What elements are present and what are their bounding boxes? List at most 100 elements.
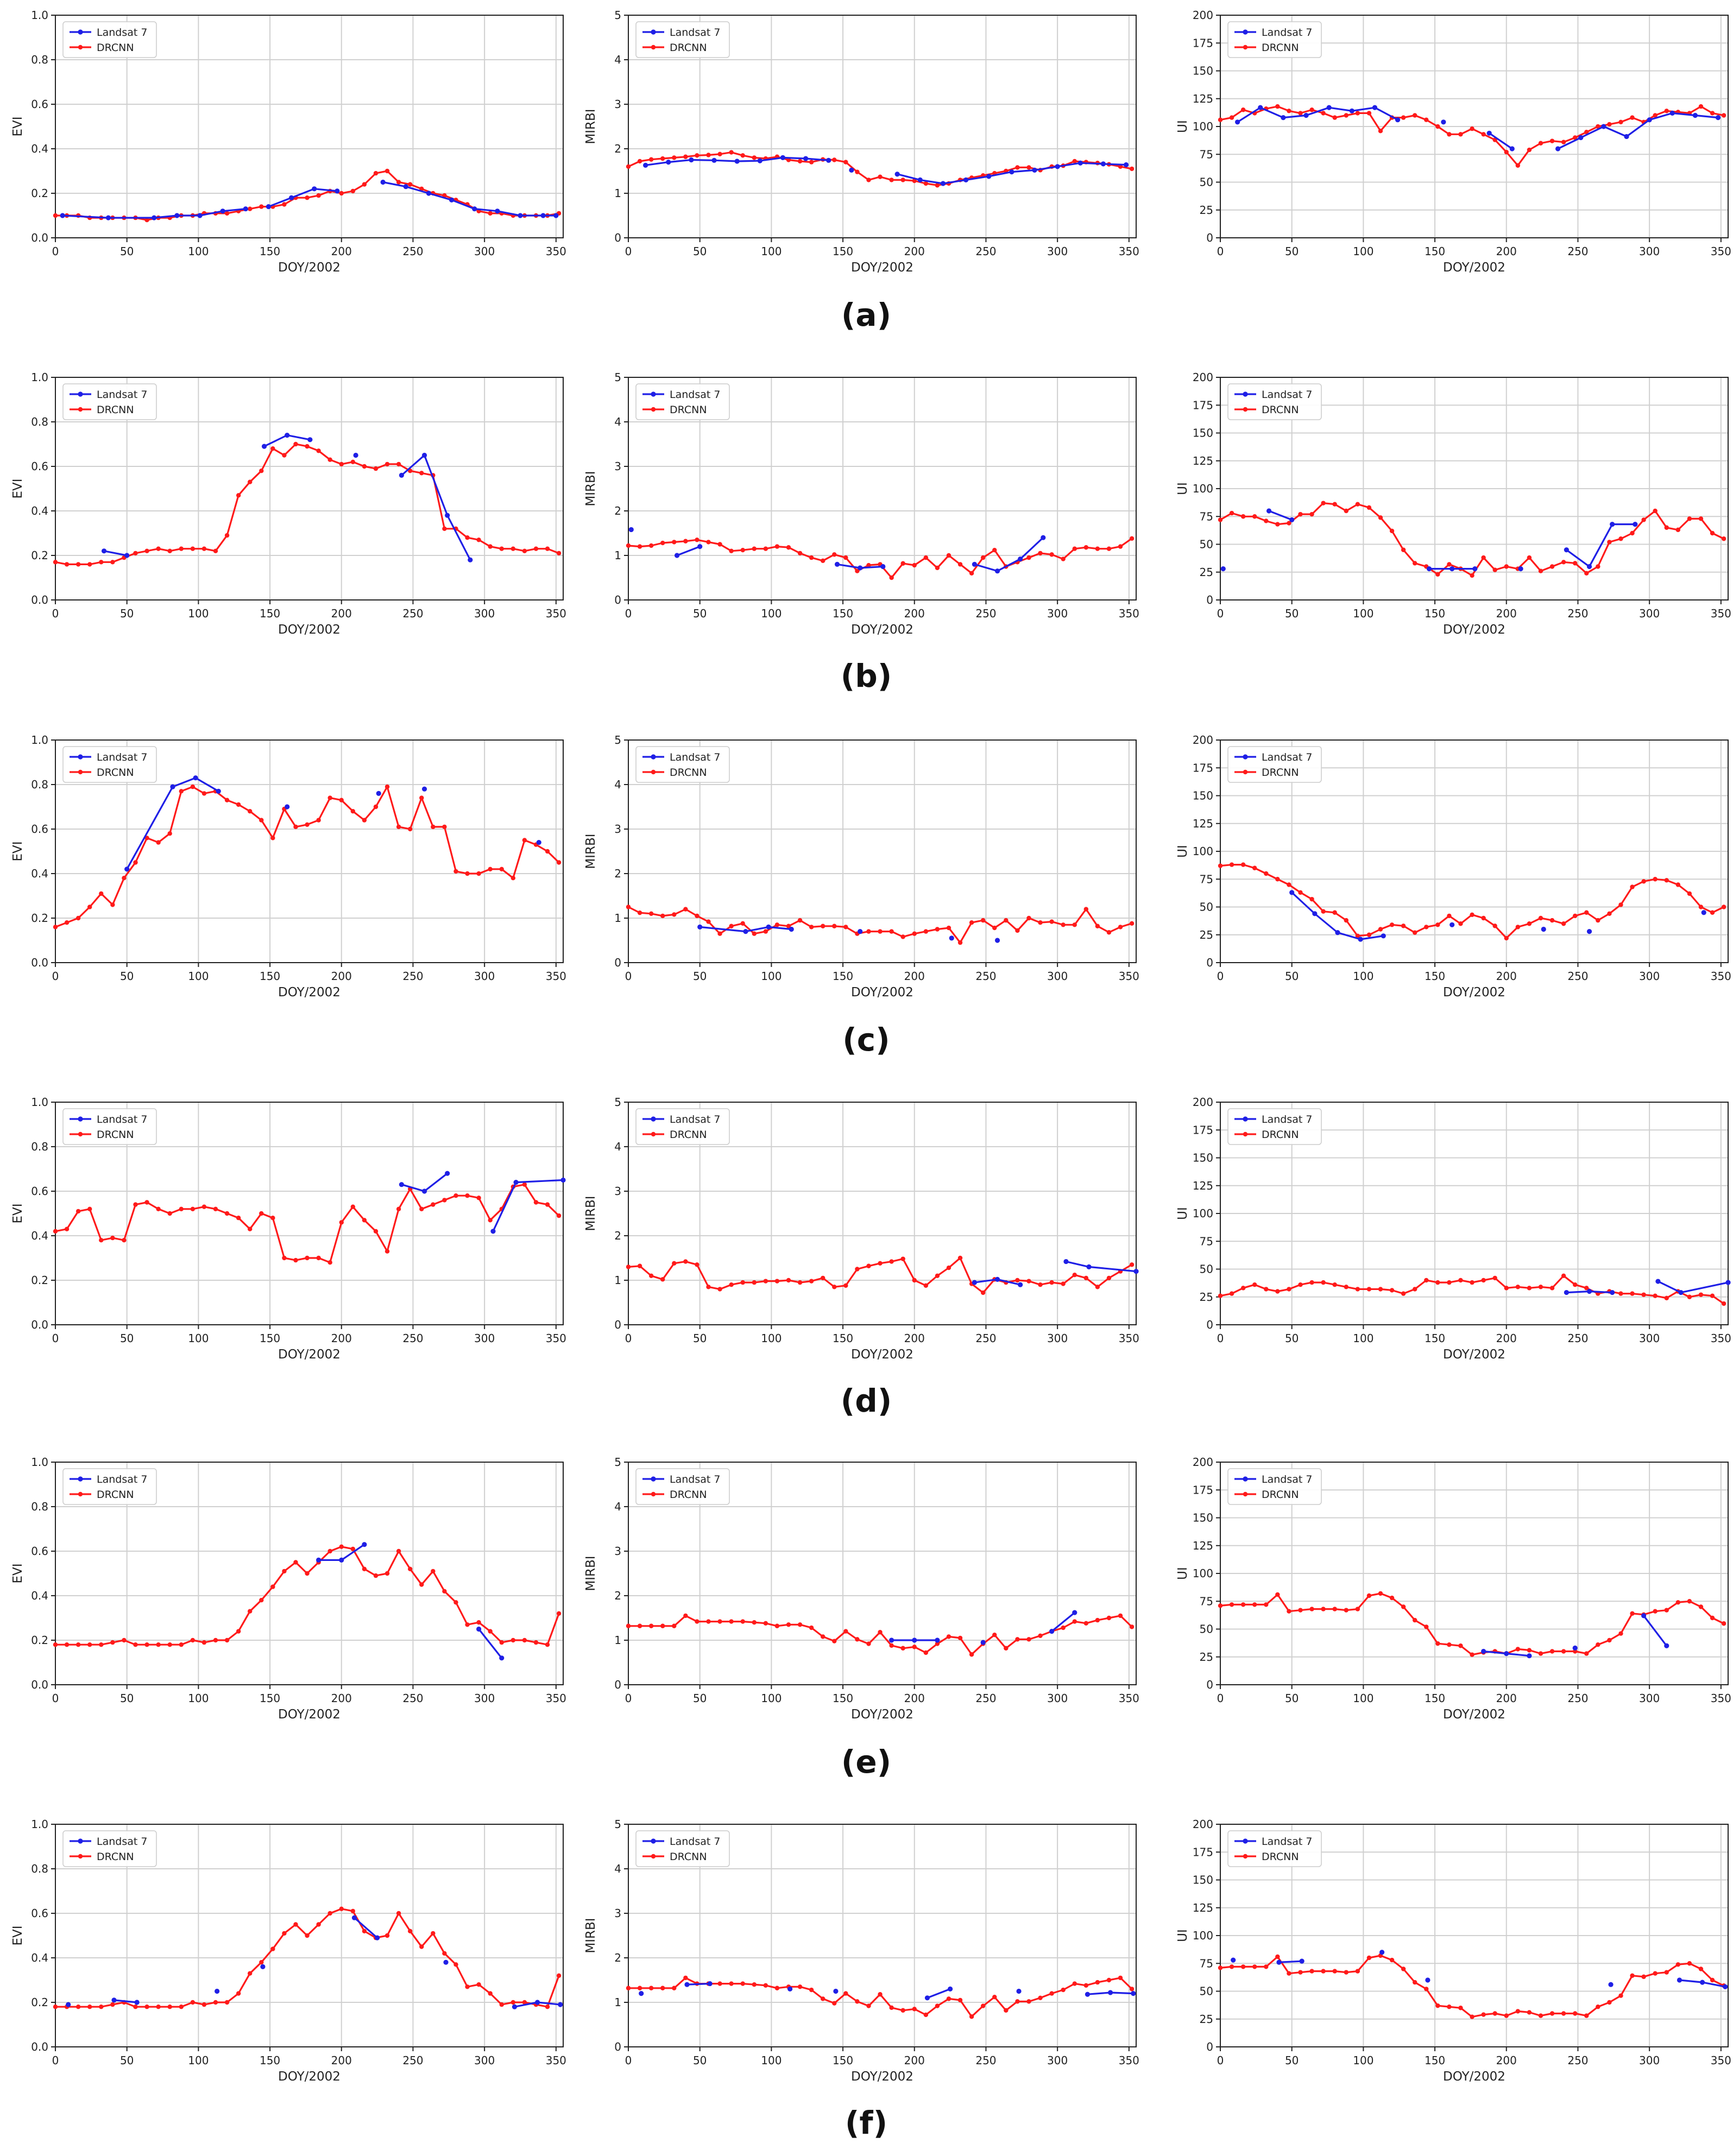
drcnn-point (900, 1256, 905, 1261)
drcnn-point (1504, 2013, 1509, 2018)
chart-a-mirbi: 0 50 100 150 200 250 300 350 0 1 2 3 4 5 DOY/2002 MIRBI… (584, 9, 1139, 275)
drcnn-point (1264, 871, 1269, 876)
y-axis-label: MIRBI (584, 1918, 598, 1953)
legend-drcnn-marker (78, 1131, 83, 1137)
drcnn-series-line (628, 906, 1132, 944)
drcnn-point (786, 1278, 791, 1283)
chart-e-ui: 0 50 100 150 200 250 300 350 0 25 50 75 100 125 150 175… (1176, 1456, 1731, 1722)
drcnn-point (1447, 1642, 1452, 1647)
legend-box (1227, 1468, 1322, 1505)
drcnn-point (87, 1206, 92, 1211)
drcnn-point (533, 1640, 539, 1645)
x-tick-label: 100 (188, 1332, 209, 1345)
drcnn-point (935, 183, 940, 188)
drcnn-point (626, 543, 631, 548)
drcnn-point (935, 1273, 940, 1278)
legend-landsat-marker (1243, 1838, 1248, 1844)
legend-box (635, 1468, 730, 1505)
drcnn-point (1072, 1619, 1077, 1624)
x-tick-label: 0 (52, 1692, 59, 1705)
landsat-point (60, 213, 65, 218)
legend-landsat-label: Landsat 7 (97, 389, 147, 401)
drcnn-point (190, 784, 196, 789)
drcnn-point (1481, 132, 1486, 137)
landsat-point (1266, 508, 1272, 514)
y-tick-label: 25 (1200, 1291, 1213, 1304)
legend-landsat-label: Landsat 7 (670, 27, 720, 39)
drcnn-point (1344, 918, 1348, 923)
drcnn-point (1447, 2005, 1452, 2009)
drcnn-point (1584, 2013, 1589, 2018)
y-tick-label: 200 (1193, 1818, 1213, 1831)
drcnn-point (1687, 1294, 1692, 1299)
landsat-series-line (1051, 1611, 1075, 1632)
legend-drcnn-marker (1243, 1854, 1248, 1859)
drcnn-point (763, 929, 768, 934)
drcnn-point (843, 555, 848, 560)
drcnn-point (362, 1929, 367, 1933)
x-tick-label: 350 (1711, 1692, 1731, 1705)
drcnn-point (1309, 1607, 1314, 1611)
drcnn-point (1549, 138, 1555, 143)
drcnn-point (453, 1962, 458, 1967)
x-tick-label: 300 (1047, 245, 1068, 258)
drcnn-point (992, 547, 997, 553)
drcnn-point (957, 1635, 963, 1641)
landsat-point (935, 1637, 940, 1643)
y-tick-label: 3 (614, 1185, 621, 1198)
drcnn-point (1106, 930, 1112, 935)
y-tick-label: 0.6 (31, 460, 48, 473)
legend-drcnn-marker (651, 1854, 656, 1859)
legend-box (62, 1830, 157, 1867)
drcnn-point (1389, 922, 1395, 927)
drcnn-point (545, 1642, 550, 1647)
landsat-point (1220, 566, 1226, 572)
x-axis-label: DOY/2002 (278, 1708, 341, 1722)
drcnn-point (1538, 915, 1543, 921)
y-tick-label: 2 (614, 1589, 621, 1602)
chart-c-mirbi: 0 50 100 150 200 250 300 350 0 1 2 3 4 5 DOY/2002 MIRBI… (584, 734, 1139, 1000)
y-tick-label: 175 (1193, 1845, 1213, 1858)
x-tick-label: 250 (402, 970, 423, 983)
landsat-point (1610, 522, 1615, 527)
drcnn-point (407, 1566, 413, 1571)
drcnn-point (110, 1235, 115, 1241)
drcnn-point (144, 2005, 149, 2009)
x-tick-label: 200 (1496, 2054, 1517, 2067)
drcnn-point (1015, 1999, 1020, 2004)
drcnn-point (626, 1623, 631, 1628)
drcnn-point (626, 905, 631, 909)
drcnn-point (1458, 921, 1463, 926)
drcnn-point (1038, 920, 1043, 925)
landsat-point (468, 557, 473, 562)
drcnn-point (1515, 1285, 1521, 1289)
drcnn-point (935, 1641, 940, 1646)
drcnn-point (832, 1639, 837, 1643)
drcnn-point (637, 910, 642, 915)
x-tick-label: 200 (331, 970, 352, 983)
x-tick-label: 0 (625, 1332, 632, 1345)
drcnn-point (75, 1209, 81, 1214)
drcnn-point (1412, 1980, 1417, 1985)
legend: Landsat 7 DRCNN (1227, 1108, 1322, 1145)
drcnn-point (270, 1946, 275, 1951)
drcnn-point (350, 1204, 356, 1209)
landsat-point (403, 184, 408, 189)
legend-landsat-label: Landsat 7 (1262, 751, 1312, 763)
y-tick-label: 1.0 (31, 371, 48, 384)
x-tick-label: 150 (833, 970, 853, 983)
landsat-point (399, 1182, 404, 1187)
landsat-series-line (1566, 523, 1635, 568)
panel-caption-b: (b) (841, 657, 892, 694)
drcnn-point (350, 188, 356, 194)
drcnn-point (980, 1290, 986, 1295)
x-axis-label: DOY/2002 (278, 261, 341, 275)
drcnn-point (969, 920, 974, 925)
drcnn-point (1083, 907, 1089, 912)
drcnn-point (878, 1992, 883, 1997)
drcnn-point (1332, 1282, 1337, 1287)
drcnn-point (327, 1260, 332, 1265)
drcnn-point (1275, 522, 1280, 527)
legend-landsat-marker (1243, 29, 1248, 35)
